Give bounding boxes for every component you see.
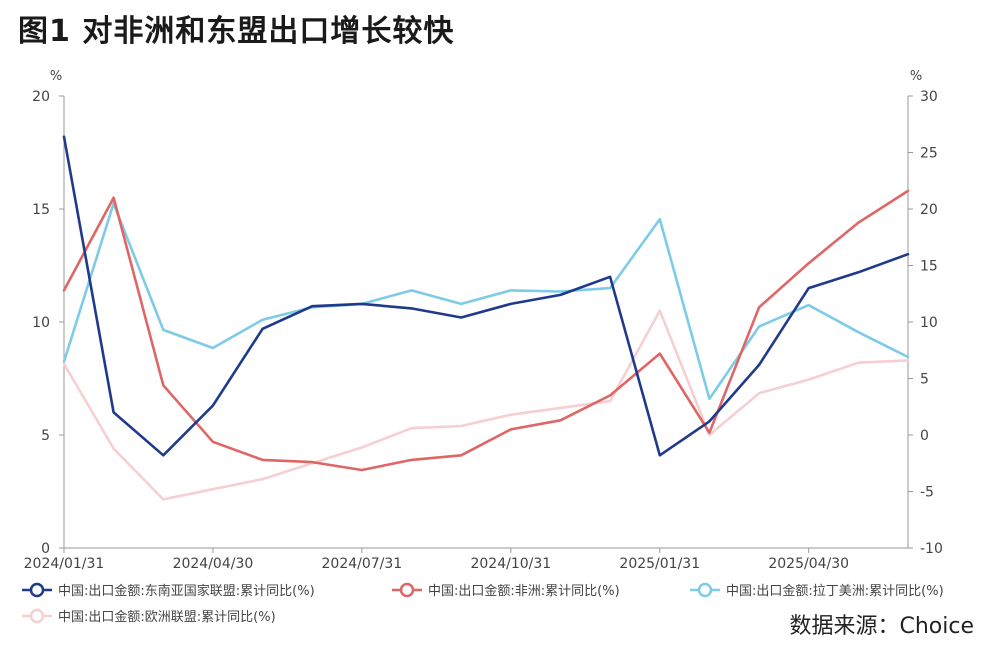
series-line-3: [62, 309, 910, 501]
axes: % % 0 5 10 15 20 -10 -5 0 5 10 15 20 25 30 2024/01/31 202…: [24, 69, 943, 572]
data-source: 数据来源：Choice: [789, 614, 974, 639]
legend-marker-2: [697, 582, 713, 598]
legend: 中国:出口金额:东南亚国家联盟:累计同比(%) 中国:出口金额:非洲:累计同比(%…: [22, 582, 944, 625]
x-tick-label: 2024/01/31: [24, 556, 105, 572]
x-tick-label: 2024/10/31: [470, 556, 551, 572]
y-right-tick-label: 10: [920, 315, 938, 331]
x-tick-label: 2025/04/30: [768, 556, 849, 572]
legend-label-1: 中国:出口金额:非洲:累计同比(%): [428, 583, 620, 599]
legend-label-3: 中国:出口金额:欧洲联盟:累计同比(%): [58, 609, 276, 625]
series-line-2: [62, 202, 910, 401]
legend-label-2: 中国:出口金额:拉丁美洲:累计同比(%): [726, 583, 944, 599]
chart-title: 图1 对非洲和东盟出口增长较快: [18, 14, 455, 49]
legend-label-0: 中国:出口金额:东南亚国家联盟:累计同比(%): [58, 583, 315, 599]
x-tick-label: 2024/07/31: [322, 556, 403, 572]
y-left-tick-label: 0: [41, 541, 50, 557]
y-right-tick-label: -5: [920, 485, 934, 501]
y-right-tick-label: -10: [920, 541, 943, 557]
y-left-unit: %: [50, 69, 62, 84]
y-right-tick-label: 25: [920, 146, 938, 162]
series-lines: [62, 135, 910, 501]
y-left-tick-label: 5: [41, 428, 50, 444]
x-tick-label: 2025/01/31: [619, 556, 700, 572]
y-right-tick-label: 0: [920, 428, 929, 444]
x-tick-label: 2024/04/30: [173, 556, 254, 572]
legend-marker-0: [29, 582, 45, 598]
y-right-unit: %: [910, 69, 922, 84]
y-left-tick-label: 15: [32, 202, 50, 218]
series-line-0: [62, 135, 910, 457]
y-right-tick-label: 15: [920, 259, 938, 275]
y-left-tick-label: 10: [32, 315, 50, 331]
series-line-1: [62, 189, 910, 472]
y-left-tick-label: 20: [32, 89, 50, 105]
legend-marker-3: [29, 608, 45, 624]
y-right-tick-label: 30: [920, 89, 938, 105]
y-right-tick-label: 5: [920, 372, 929, 388]
y-right-tick-label: 20: [920, 202, 938, 218]
legend-marker-1: [399, 582, 415, 598]
